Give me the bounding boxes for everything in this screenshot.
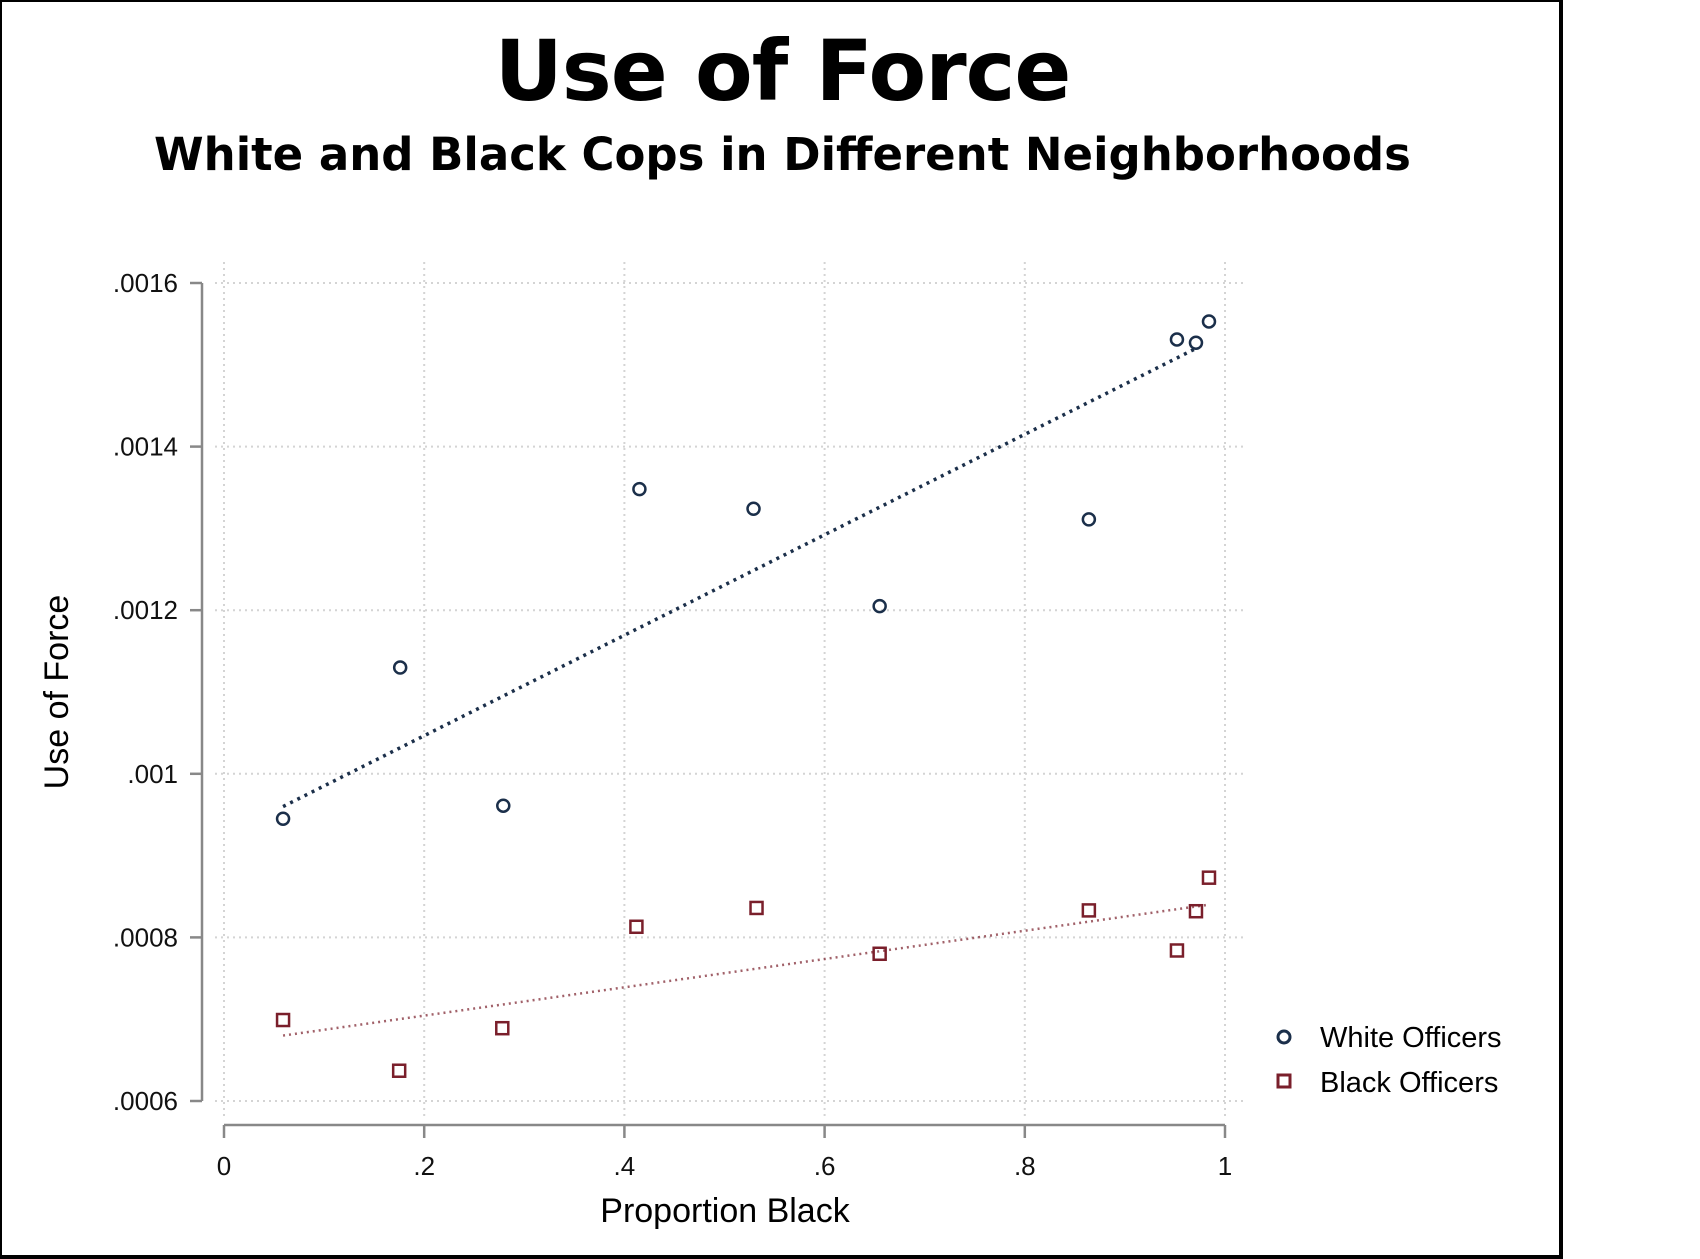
point-white-officers	[392, 660, 408, 675]
point-black-officers	[275, 1012, 291, 1028]
y-tick-label: .0014	[113, 432, 178, 462]
chart-title: Use of Force	[494, 22, 1072, 120]
legend-label-black-officers: Black Officers	[1320, 1067, 1498, 1099]
y-tick-label: .0012	[113, 595, 178, 625]
axes: .0006 .0008 .001 .0012 .0014 .0016 0 .2 .4 .6 .8 1	[113, 268, 1232, 1181]
fit-line-white-officers	[282, 346, 1197, 809]
chart-subtitle: White and Black Cops in Different Neighb…	[154, 128, 1411, 181]
fit-line-black-officers	[282, 903, 1210, 1037]
point-black-officers	[1169, 943, 1185, 958]
point-white-officers	[275, 811, 291, 827]
point-white-officers	[746, 501, 761, 517]
point-black-officers	[872, 946, 887, 962]
legend-marker-black-officers	[1276, 1073, 1292, 1089]
gridlines	[215, 262, 1245, 1120]
point-black-officers	[391, 1063, 407, 1078]
point-black-officers	[1188, 903, 1204, 919]
legend-label-white-officers: White Officers	[1320, 1022, 1502, 1054]
legend: White Officers Black Officers	[1276, 1022, 1502, 1099]
x-tick-label: .8	[1014, 1151, 1036, 1181]
legend-marker-white-officers	[1276, 1029, 1292, 1045]
x-tick-label: .2	[413, 1151, 435, 1181]
point-white-officers	[1081, 512, 1097, 527]
x-tick-label: .6	[814, 1151, 836, 1181]
data-points	[275, 314, 1217, 1078]
point-black-officers	[495, 1020, 510, 1036]
point-black-officers	[1201, 870, 1217, 885]
point-black-officers	[749, 900, 764, 916]
point-white-officers	[1188, 335, 1204, 350]
x-tick-label: 0	[217, 1151, 231, 1181]
x-tick-label: 1	[1218, 1151, 1232, 1181]
point-black-officers	[1081, 903, 1097, 918]
point-white-officers	[632, 481, 647, 497]
y-tick-label: .0008	[113, 922, 178, 952]
point-white-officers	[496, 798, 511, 813]
point-white-officers	[1201, 314, 1217, 329]
x-tick-label: .4	[614, 1151, 636, 1181]
fit-lines	[282, 346, 1210, 1037]
y-tick-label: .0006	[113, 1086, 178, 1116]
y-axis-label: Use of Force	[38, 595, 76, 790]
point-white-officers	[872, 598, 887, 614]
point-white-officers	[1169, 332, 1185, 347]
y-tick-label: .001	[127, 759, 178, 789]
y-tick-label: .0016	[113, 268, 178, 298]
x-axis-label: Proportion Black	[600, 1192, 850, 1230]
point-black-officers	[629, 919, 644, 935]
